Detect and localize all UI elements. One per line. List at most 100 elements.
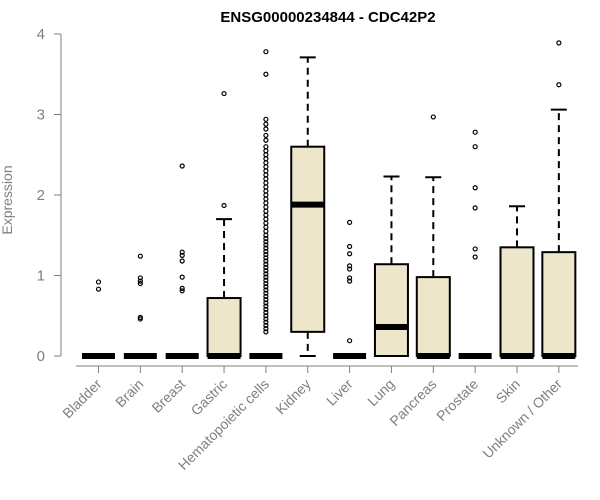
box-group [165,163,199,359]
outlier-point [263,116,269,122]
box-iqr [415,276,451,357]
outlier-point [137,275,143,281]
x-tick-label: Lung [364,376,397,409]
outlier-point [430,114,436,120]
outlier-point [472,205,478,211]
outlier-point [263,152,269,158]
boxes [82,40,577,359]
y-tick-label: 4 [37,26,45,43]
outlier-point [263,293,269,300]
outlier-point [556,40,562,46]
outlier-point [347,275,353,281]
box-group [249,49,283,359]
outlier-point [263,126,269,132]
outlier-point [263,255,269,261]
outlier-point [263,184,269,190]
outlier-point [263,242,269,248]
x-tick-label: Breast [148,376,188,416]
outlier-point [263,251,269,258]
outlier-point [263,216,269,222]
outlier-point [263,220,269,226]
y-ticks: 0 1 2 3 4 [37,26,61,365]
outlier-point [221,202,227,209]
outlier-point [137,278,143,284]
outlier-point [472,129,478,135]
chart-title: ENSG00000234844 - CDC42P2 [220,9,435,26]
outlier-point [347,338,353,344]
outlier-point [263,322,269,329]
outlier-point [263,329,269,335]
box-group [82,279,115,359]
outlier-point [263,148,269,154]
outlier-point [472,185,478,191]
outlier-point [472,144,478,150]
outlier-point [263,326,269,332]
outlier-point [263,144,269,150]
outlier-point [179,258,185,264]
outlier-point [221,90,227,97]
outlier-point [263,239,269,245]
box-iqr [373,263,409,358]
box-group [206,90,242,359]
outlier-point [347,266,353,272]
outlier-point [263,258,269,264]
box-group [499,205,535,359]
outlier-point [263,160,269,166]
box-group [458,129,492,359]
outlier-point [263,290,269,296]
outlier-point [347,263,353,269]
outlier-point [263,306,269,312]
outlier-point [263,261,269,267]
outlier-point [263,264,269,271]
outlier-point [179,285,185,291]
x-tick-label: Skin [493,376,524,407]
outlier-point [472,246,478,252]
outlier-point [263,192,269,198]
outlier-point [179,288,185,294]
outlier-point [263,297,269,303]
outlier-point [179,249,185,255]
outlier-point [137,280,143,287]
x-tick-label: Liver [323,376,356,409]
x-tick-label: Bladder [59,376,105,422]
outlier-point [263,245,269,251]
outlier-point [263,277,269,283]
x-tick-label: Pancreas [386,376,439,429]
outlier-point [556,82,562,88]
outlier-point [263,180,269,186]
outlier-point [179,252,185,258]
outlier-point [263,196,269,202]
outlier-point [263,271,269,277]
outlier-point [263,287,269,293]
box-group [333,219,367,359]
box-group [415,114,451,359]
box-group [541,40,577,359]
outlier-point [263,313,269,319]
box-group [290,56,326,357]
outlier-point [263,176,269,182]
outlier-point [263,156,269,162]
outlier-point [347,219,353,225]
outlier-point [137,316,143,322]
outlier-point [95,286,102,292]
outlier-point [263,172,269,178]
box-iqr [499,246,535,357]
outlier-point [263,224,269,230]
outlier-point [263,300,269,306]
x-tick-label: Kidney [272,376,314,418]
outlier-point [263,200,269,206]
y-tick-label: 3 [37,107,45,124]
x-tick-label: Prostate [433,376,481,424]
outlier-point [263,208,269,214]
outlier-point [263,274,269,280]
y-tick-label: 2 [37,187,45,204]
outlier-point [472,254,478,260]
x-tick-label: Unknown / Other [479,376,565,462]
outlier-point [263,268,269,274]
box-iqr [541,251,577,357]
outlier-point [263,248,269,254]
outlier-point [179,274,185,280]
outlier-point [263,164,269,170]
outlier-point [263,228,269,234]
